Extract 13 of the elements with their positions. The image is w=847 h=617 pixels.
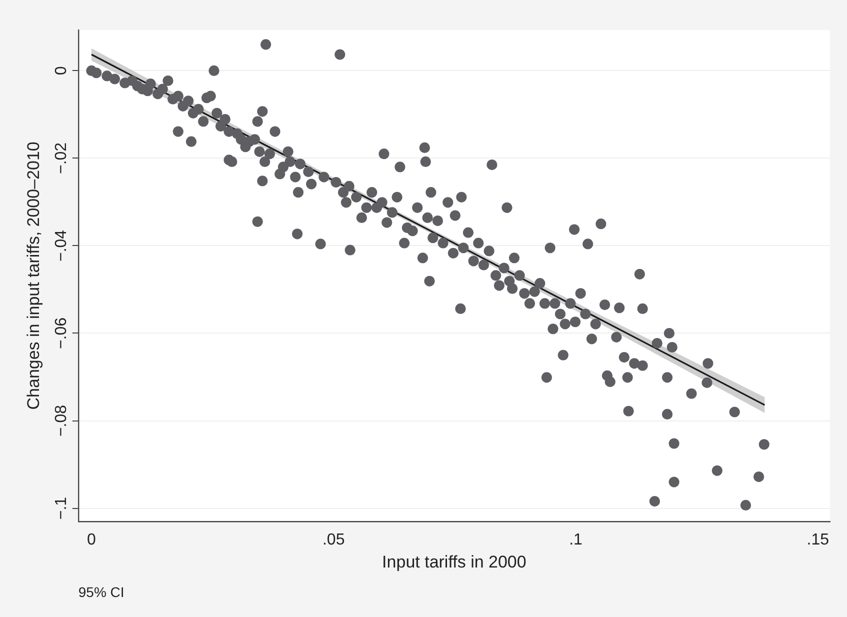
y-tick-label: −.06: [52, 317, 70, 350]
y-axis-title: Changes in input tariffs, 2000–2010: [24, 142, 43, 410]
x-tick-label: .05: [322, 531, 345, 548]
y-tick-label: 0: [52, 66, 70, 76]
y-tick-label: −.08: [52, 404, 70, 437]
x-tick-label: 0: [87, 531, 96, 548]
x-tick-label: .15: [806, 531, 830, 548]
y-tick-label: −.02: [52, 142, 70, 174]
text: 95% CI: [78, 584, 124, 600]
x-axis-title: Input tariffs in 2000: [382, 552, 526, 572]
y-tick-label: −.04: [52, 230, 70, 262]
x-tick-label: .1: [569, 531, 583, 548]
y-tick-label: −.1: [52, 496, 70, 520]
